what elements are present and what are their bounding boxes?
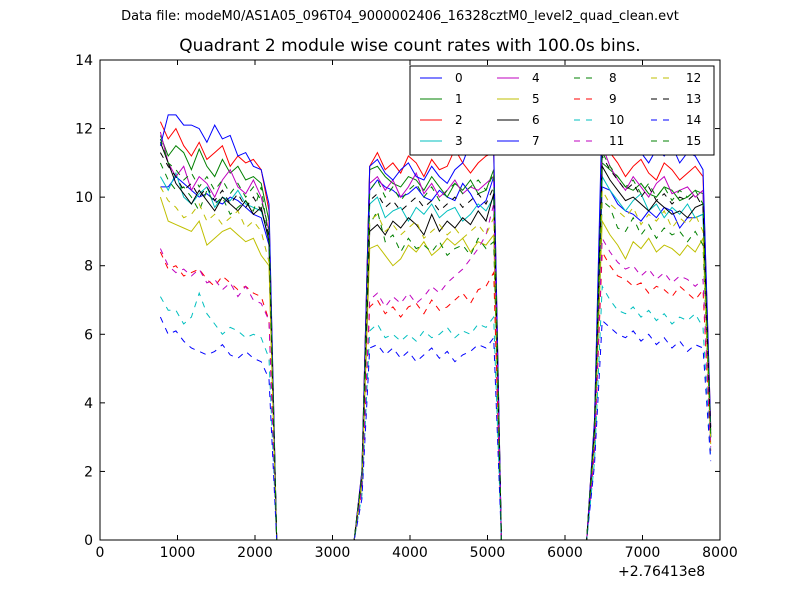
series-line-8 xyxy=(159,162,712,541)
figure-suptitle: Data file: modeM0/AS1A05_096T04_90000024… xyxy=(121,9,679,24)
y-tick-label: 12 xyxy=(75,122,93,138)
legend-label-7: 7 xyxy=(532,134,540,148)
series-line-11 xyxy=(159,203,712,541)
series-line-14 xyxy=(159,316,712,541)
series-line-10 xyxy=(159,284,712,541)
legend-label-6: 6 xyxy=(532,113,540,127)
legend-label-9: 9 xyxy=(609,92,617,106)
y-tick-label: 6 xyxy=(84,327,93,343)
y-tick-label: 8 xyxy=(84,259,93,275)
legend-box xyxy=(409,65,715,156)
series-line-0 xyxy=(160,175,712,541)
y-tick-label: 10 xyxy=(75,190,93,206)
x-offset-label: +2.76413e8 xyxy=(618,564,706,580)
series-line-3 xyxy=(159,171,712,541)
legend-label-1: 1 xyxy=(455,92,463,106)
legend-label-15: 15 xyxy=(686,134,701,148)
series-line-15 xyxy=(159,138,712,541)
legend-label-12: 12 xyxy=(686,71,701,85)
series-line-5 xyxy=(159,196,712,541)
legend-label-2: 2 xyxy=(455,113,463,127)
series-line-9 xyxy=(159,250,712,541)
series-line-13 xyxy=(159,152,712,541)
series-line-6 xyxy=(159,142,712,541)
x-tick-label: 7000 xyxy=(625,545,661,561)
x-tick-label: 8000 xyxy=(702,545,738,561)
x-tick-label: 5000 xyxy=(470,545,506,561)
legend-label-13: 13 xyxy=(686,92,701,106)
legend-label-5: 5 xyxy=(532,92,540,106)
y-tick-label: 0 xyxy=(84,533,93,549)
legend-label-3: 3 xyxy=(455,134,463,148)
legend-label-0: 0 xyxy=(455,71,463,85)
x-tick-label: 1000 xyxy=(160,545,196,561)
legend-label-4: 4 xyxy=(532,71,540,85)
x-tick-label: 3000 xyxy=(315,545,351,561)
x-tick-label: 2000 xyxy=(237,545,273,561)
y-tick-label: 4 xyxy=(84,396,93,412)
y-tick-label: 14 xyxy=(75,53,93,69)
x-tick-label: 6000 xyxy=(547,545,583,561)
ticks: 0 1000 2000 3000 4000 5000 6000 7000 80000246810… xyxy=(75,53,738,561)
x-tick-label: 0 xyxy=(96,545,105,561)
legend-label-10: 10 xyxy=(609,113,624,127)
chart-title: Quadrant 2 module wise count rates with … xyxy=(179,36,641,56)
plot-lines xyxy=(159,106,712,541)
y-tick-label: 2 xyxy=(84,464,93,480)
x-tick-label: 4000 xyxy=(392,545,428,561)
legend-label-11: 11 xyxy=(609,134,624,148)
series-line-4 xyxy=(159,131,712,541)
legend-label-14: 14 xyxy=(686,113,701,127)
legend-label-8: 8 xyxy=(609,71,617,85)
series-line-2 xyxy=(159,121,712,541)
